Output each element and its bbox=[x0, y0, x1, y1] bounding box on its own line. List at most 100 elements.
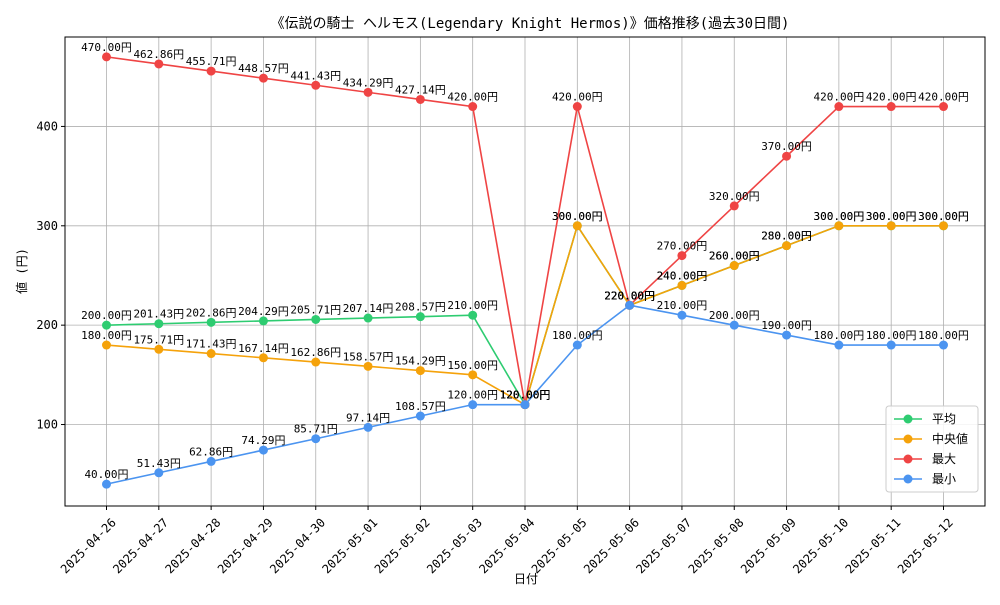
data-label-max: 441.43円 bbox=[290, 69, 341, 82]
data-point-min bbox=[311, 434, 321, 444]
data-label-min: 108.57円 bbox=[395, 400, 446, 413]
data-point-median bbox=[729, 261, 739, 271]
data-label-avg: 280.00円 bbox=[761, 230, 812, 243]
data-label-median: 220.00円 bbox=[604, 289, 655, 302]
data-label-avg: 300.00円 bbox=[814, 210, 865, 223]
y-tick-label: 400 bbox=[36, 119, 58, 133]
y-tick-label: 100 bbox=[36, 418, 58, 432]
data-label-avg: 208.57円 bbox=[395, 301, 446, 314]
x-axis-label: 日付 bbox=[514, 572, 538, 586]
data-point-avg bbox=[154, 319, 164, 329]
data-point-median bbox=[834, 221, 844, 231]
data-label-median: 260.00円 bbox=[709, 250, 760, 263]
legend-box bbox=[885, 405, 979, 493]
data-label-avg: 207.14円 bbox=[343, 302, 394, 315]
legend-label-min: 最小 bbox=[932, 472, 956, 486]
legend-marker-max bbox=[903, 454, 913, 464]
data-label-min: 190.00円 bbox=[761, 319, 812, 332]
data-label-min: 120.00円 bbox=[500, 389, 551, 402]
data-label-min: 210.00円 bbox=[657, 299, 708, 312]
data-point-median bbox=[363, 361, 373, 371]
data-point-median bbox=[102, 340, 111, 350]
data-point-median bbox=[468, 370, 478, 380]
data-point-median bbox=[939, 221, 948, 231]
data-label-min: 74.29円 bbox=[241, 434, 285, 447]
data-label-max: 370.00円 bbox=[761, 140, 812, 153]
data-point-avg bbox=[468, 310, 478, 320]
data-point-median bbox=[258, 353, 268, 363]
data-point-median bbox=[415, 366, 425, 376]
data-label-max: 427.14円 bbox=[395, 83, 446, 96]
data-point-min bbox=[729, 320, 739, 330]
data-point-min bbox=[520, 400, 530, 410]
y-tick-label: 200 bbox=[36, 318, 58, 332]
data-label-max: 448.57円 bbox=[238, 62, 289, 75]
data-point-max bbox=[468, 102, 478, 112]
legend-marker-min bbox=[903, 474, 913, 484]
data-label-min: 180.00円 bbox=[552, 329, 603, 342]
data-point-max bbox=[939, 102, 948, 112]
data-point-median bbox=[782, 241, 792, 251]
data-point-max bbox=[363, 87, 373, 97]
data-point-min bbox=[886, 340, 896, 350]
y-axis: 100 200 300 400 bbox=[36, 119, 65, 432]
data-label-median: 300.00円 bbox=[866, 210, 917, 223]
data-point-min bbox=[258, 445, 268, 455]
data-point-min bbox=[834, 340, 844, 350]
data-point-median bbox=[677, 280, 687, 290]
data-point-avg bbox=[363, 313, 373, 323]
data-point-min bbox=[625, 300, 635, 310]
legend-label-avg: 平均 bbox=[932, 412, 956, 426]
data-label-max: 420.00円 bbox=[552, 91, 603, 104]
data-label-median: 150.00円 bbox=[447, 359, 498, 372]
data-label-max: 220.00円 bbox=[604, 289, 655, 302]
data-label-min: 51.43円 bbox=[137, 457, 181, 470]
data-label-median: 300.00円 bbox=[552, 210, 603, 223]
data-label-median: 300.00円 bbox=[814, 210, 865, 223]
data-label-max: 455.71円 bbox=[186, 55, 237, 68]
data-label-median: 162.86円 bbox=[290, 346, 341, 359]
data-label-max: 420.00円 bbox=[866, 91, 917, 104]
data-label-median: 171.43円 bbox=[186, 338, 237, 351]
data-label-avg: 120.00円 bbox=[500, 389, 551, 402]
data-point-avg bbox=[311, 314, 321, 324]
data-label-avg: 210.00円 bbox=[447, 299, 498, 312]
data-label-avg: 201.43円 bbox=[133, 308, 184, 321]
data-label-max: 420.00円 bbox=[918, 91, 969, 104]
data-point-avg bbox=[102, 320, 111, 330]
data-point-median bbox=[572, 221, 582, 231]
data-label-min: 97.14円 bbox=[346, 411, 390, 424]
data-point-max bbox=[311, 80, 321, 90]
data-point-min bbox=[102, 479, 111, 489]
data-label-min: 40.00円 bbox=[84, 468, 128, 481]
data-labels: 200.00円 201.43円 202.86円 204.29円 205.71円 207.1… bbox=[81, 41, 969, 481]
chart-title: 《伝説の騎士 ヘルモス(Legendary Knight Hermos)》価格推… bbox=[271, 16, 790, 32]
data-point-median bbox=[886, 221, 896, 231]
legend-marker-avg bbox=[903, 414, 913, 424]
legend-marker-median bbox=[903, 434, 913, 444]
data-label-avg: 240.00円 bbox=[657, 269, 708, 282]
data-label-avg: 204.29円 bbox=[238, 305, 289, 318]
legend-label-max: 最大 bbox=[932, 452, 956, 466]
data-label-max: 434.29円 bbox=[343, 76, 394, 89]
data-label-max: 470.00円 bbox=[81, 41, 132, 54]
data-label-min: 180.00円 bbox=[814, 329, 865, 342]
grid bbox=[65, 37, 985, 506]
data-label-median: 158.57円 bbox=[343, 350, 394, 363]
data-point-median bbox=[206, 349, 216, 359]
data-point-min bbox=[154, 468, 164, 478]
data-label-avg: 300.00円 bbox=[918, 210, 969, 223]
data-point-max bbox=[415, 94, 425, 104]
data-label-max: 270.00円 bbox=[657, 240, 708, 253]
data-point-median bbox=[311, 357, 321, 367]
data-label-avg: 260.00円 bbox=[709, 250, 760, 263]
data-label-max: 420.00円 bbox=[814, 91, 865, 104]
series-min bbox=[102, 300, 948, 489]
data-point-max bbox=[572, 102, 582, 112]
data-point-max bbox=[258, 73, 268, 83]
data-point-max bbox=[886, 102, 896, 112]
data-point-avg bbox=[206, 317, 216, 327]
